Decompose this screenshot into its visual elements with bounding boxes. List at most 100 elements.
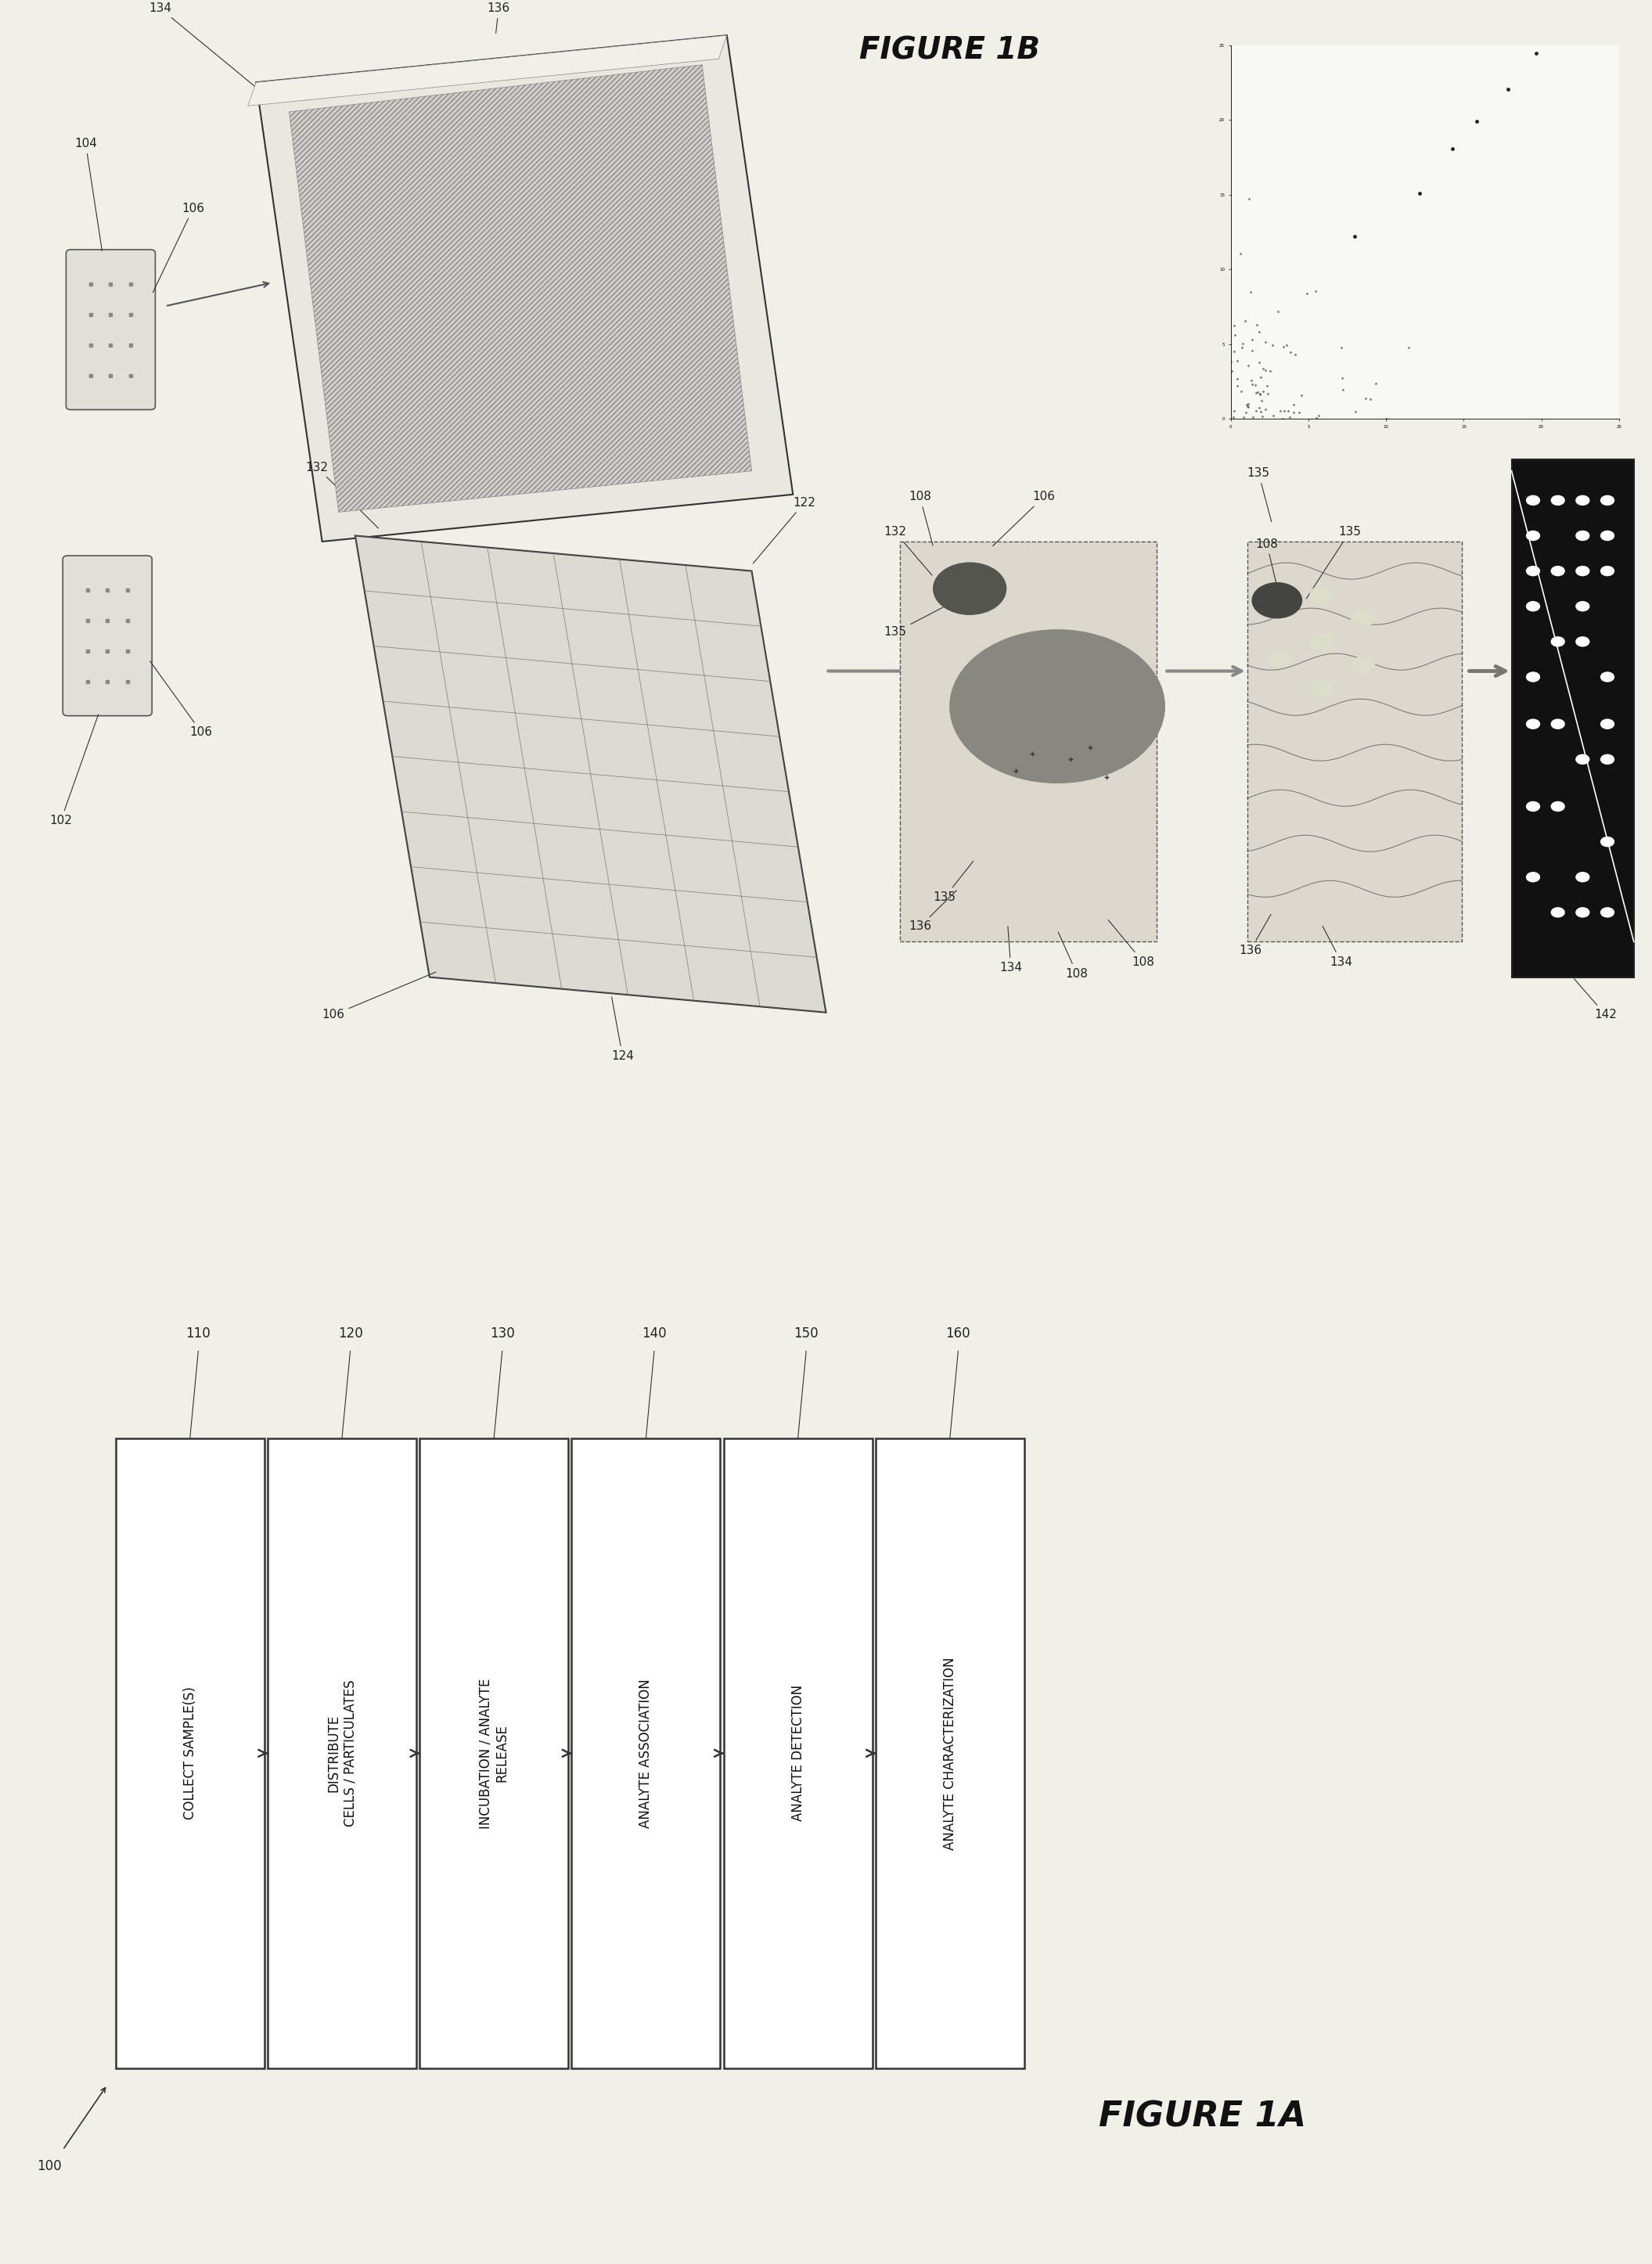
Point (1341, 394, 1368, 430)
Point (1353, 380, 1379, 417)
Point (1252, 351, 1279, 387)
Point (1260, 398, 1287, 435)
Point (1259, 326, 1285, 362)
Text: COLLECT SAMPLE(S): COLLECT SAMPLE(S) (183, 1687, 197, 1820)
Text: 104: 104 (74, 138, 102, 251)
Point (1234, 346, 1260, 383)
Point (1247, 376, 1274, 412)
Text: ANALYTE ASSOCIATION: ANALYTE ASSOCIATION (639, 1678, 653, 1827)
Point (1330, 371, 1356, 408)
Point (1374, 401, 1401, 437)
Point (1269, 401, 1295, 437)
Text: 120: 120 (337, 1327, 363, 1340)
Point (1270, 392, 1297, 428)
Circle shape (1601, 566, 1614, 575)
Circle shape (1601, 838, 1614, 847)
Circle shape (1526, 801, 1540, 811)
Text: 135: 135 (884, 607, 943, 638)
Bar (876, 1438, 1024, 2069)
Text: 106: 106 (322, 971, 436, 1021)
Text: 108: 108 (909, 491, 933, 546)
Text: 134: 134 (1323, 926, 1353, 967)
Point (1280, 387, 1307, 423)
FancyBboxPatch shape (66, 249, 155, 410)
Point (1227, 235, 1254, 272)
Text: 106: 106 (150, 661, 213, 738)
Point (1231, 398, 1257, 435)
Text: 106: 106 (154, 201, 205, 292)
Point (1523, 36, 1550, 72)
Point (1237, 274, 1264, 310)
Text: 130: 130 (489, 1327, 515, 1340)
Point (1285, 394, 1312, 430)
Circle shape (1551, 801, 1564, 811)
Point (1282, 337, 1308, 374)
Polygon shape (355, 537, 826, 1012)
Circle shape (1576, 566, 1589, 575)
Point (1439, 131, 1465, 168)
Point (1246, 312, 1272, 349)
Circle shape (1526, 532, 1540, 541)
Point (1289, 376, 1315, 412)
Point (1229, 326, 1256, 362)
Circle shape (1526, 720, 1540, 729)
Text: 140: 140 (643, 1327, 666, 1340)
Point (1251, 374, 1277, 410)
Bar (268, 1438, 416, 2069)
Point (1236, 181, 1262, 217)
Text: 135: 135 (1247, 466, 1272, 521)
Point (1358, 380, 1384, 417)
Text: 142: 142 (1574, 978, 1617, 1021)
Text: 136: 136 (487, 2, 510, 34)
Bar (724, 1438, 872, 2069)
Bar (900, 541, 1156, 942)
Point (1224, 367, 1251, 403)
Text: 160: 160 (947, 1327, 970, 1340)
Bar (420, 1438, 568, 2069)
Point (1234, 387, 1260, 423)
Circle shape (1351, 609, 1374, 627)
Text: 150: 150 (795, 1327, 818, 1340)
Point (1234, 389, 1260, 426)
Point (1275, 392, 1302, 428)
Point (1254, 376, 1280, 412)
Text: 134: 134 (149, 2, 263, 93)
Text: DISTRIBUTE
CELLS / PARTICULATES: DISTRIBUTE CELLS / PARTICULATES (327, 1680, 357, 1827)
Text: 110: 110 (185, 1327, 211, 1340)
Circle shape (1601, 908, 1614, 917)
Circle shape (1601, 754, 1614, 763)
Point (1247, 376, 1274, 412)
Point (1239, 333, 1265, 369)
Text: 108: 108 (1256, 539, 1280, 598)
Circle shape (1576, 872, 1589, 881)
Circle shape (1252, 582, 1302, 618)
Point (1277, 333, 1303, 369)
Text: INCUBATION / ANALYTE
RELEASE: INCUBATION / ANALYTE RELEASE (479, 1678, 509, 1829)
Point (1396, 328, 1422, 365)
Point (1330, 360, 1356, 396)
Point (1244, 308, 1270, 344)
Point (1237, 362, 1264, 398)
Point (1252, 392, 1279, 428)
Text: ANALYTE CHARACTERIZATION: ANALYTE CHARACTERIZATION (943, 1657, 957, 1850)
Text: FIGURE 1A: FIGURE 1A (1099, 2101, 1307, 2133)
Point (1221, 392, 1247, 428)
Point (1222, 317, 1249, 353)
Circle shape (1310, 634, 1333, 650)
Bar (116, 1438, 264, 2069)
Circle shape (1551, 496, 1564, 505)
Point (1218, 344, 1244, 380)
Point (1341, 217, 1368, 254)
Circle shape (1551, 720, 1564, 729)
Text: 135: 135 (1307, 525, 1361, 598)
Circle shape (1601, 672, 1614, 681)
Point (1246, 389, 1272, 426)
Point (1294, 276, 1320, 312)
Point (1495, 70, 1521, 106)
Circle shape (1576, 602, 1589, 611)
Circle shape (1269, 652, 1292, 668)
Text: 102: 102 (50, 715, 99, 826)
Text: 136: 136 (1239, 915, 1270, 955)
Bar (572, 1438, 720, 2069)
Circle shape (1601, 496, 1614, 505)
